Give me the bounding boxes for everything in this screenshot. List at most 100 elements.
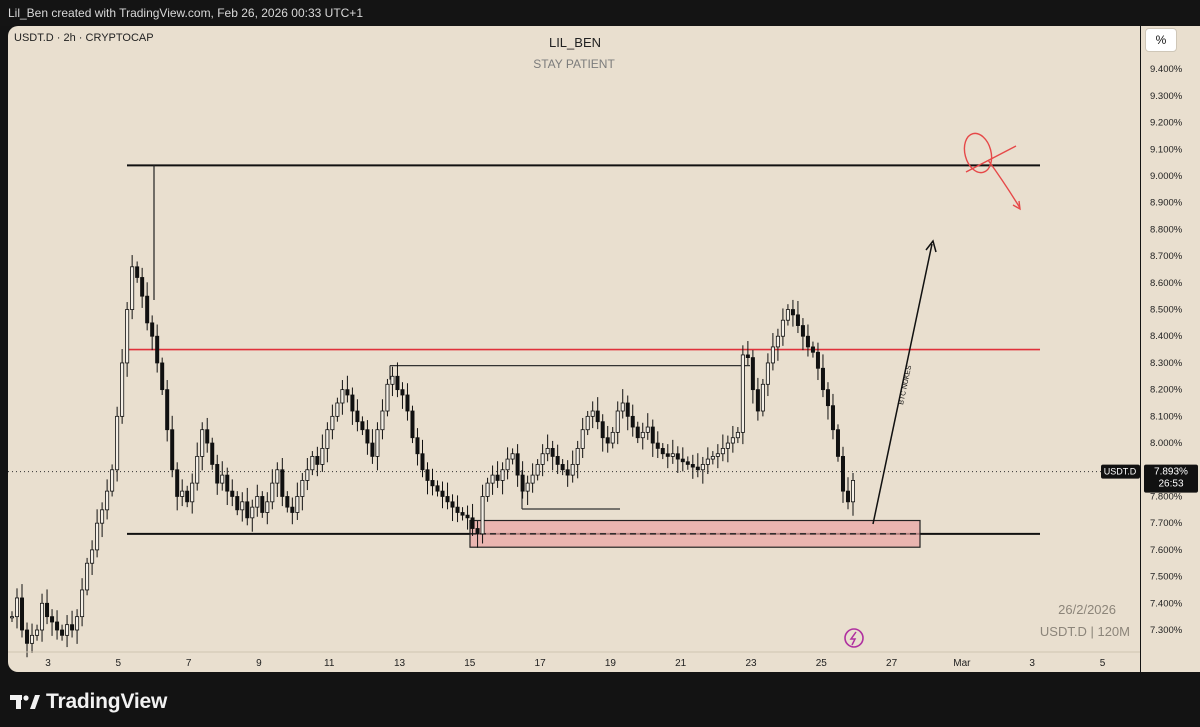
candle-body <box>350 394 355 412</box>
candle-body <box>725 442 730 449</box>
candle-body <box>460 512 465 516</box>
candle-body <box>75 616 80 631</box>
candle-body <box>150 322 155 337</box>
candle-body <box>530 474 535 484</box>
candle-body <box>60 629 65 636</box>
candle-body <box>95 522 100 551</box>
y-tick-label: 7.300% <box>1150 625 1183 636</box>
candle-body <box>120 362 125 417</box>
candle-body <box>695 466 700 471</box>
candle-body <box>505 458 510 471</box>
candle-body <box>265 501 270 513</box>
candle-body <box>25 629 30 644</box>
candle-body <box>550 447 555 457</box>
candle-body <box>295 496 300 513</box>
candle-body <box>380 410 385 431</box>
y-tick-label: 9.200% <box>1150 118 1183 129</box>
candle-body <box>540 453 545 465</box>
candle-body <box>635 426 640 439</box>
attribution-bar: Lil_Ben created with TradingView.com, Fe… <box>0 0 1200 26</box>
x-tick-label: 7 <box>186 658 192 669</box>
btc-nukes-arrow <box>872 243 933 525</box>
candle-body <box>640 431 645 439</box>
candle-body <box>30 634 35 644</box>
candle-body <box>160 362 165 391</box>
price-tag-symbol: USDT.D <box>1104 467 1137 477</box>
candle-body <box>245 501 250 519</box>
candle-body <box>560 464 565 471</box>
candle-body <box>250 506 255 519</box>
candle-body <box>545 447 550 455</box>
candle-body <box>830 405 835 431</box>
candle-body <box>755 389 760 412</box>
candle-body <box>715 453 720 457</box>
x-tick-label: 23 <box>745 658 757 669</box>
candle-body <box>585 415 590 431</box>
x-tick-label: 3 <box>1029 658 1035 669</box>
candle-body <box>575 447 580 465</box>
candle-body <box>435 485 440 492</box>
watermark-info: USDT.D | 120M <box>1040 624 1130 639</box>
candle-body <box>500 469 505 481</box>
x-tick-label: 19 <box>605 658 617 669</box>
x-tick-label: 15 <box>464 658 476 669</box>
tradingview-logo-text: TradingView <box>46 690 168 713</box>
candle-body <box>490 474 495 484</box>
price-axis[interactable] <box>1141 26 1200 672</box>
candle-body <box>630 415 635 428</box>
candle-body <box>85 562 90 591</box>
candle-body <box>535 464 540 476</box>
candle-body <box>820 367 825 391</box>
candle-body <box>450 501 455 508</box>
candle-body <box>470 517 475 529</box>
candle-body <box>140 277 145 297</box>
candle-body <box>555 456 560 465</box>
y-tick-label: 8.400% <box>1150 331 1183 342</box>
candle-body <box>745 354 750 359</box>
candle-body <box>170 429 175 471</box>
candle-body <box>580 429 585 449</box>
watermark-date: 26/2/2026 <box>1058 602 1116 617</box>
candle-body <box>645 426 650 433</box>
candle-body <box>15 597 20 618</box>
chart-title: LIL_BEN <box>549 35 601 50</box>
candle-body <box>590 410 595 417</box>
candle-body <box>665 453 670 457</box>
candle-body <box>685 461 690 465</box>
percent-scale-button[interactable]: % <box>1145 28 1177 52</box>
candle-body <box>595 410 600 423</box>
y-tick-label: 7.800% <box>1150 491 1183 502</box>
candle-body <box>670 453 675 457</box>
candle-body <box>390 375 395 385</box>
x-tick-label: 21 <box>675 658 687 669</box>
red-down-arrow <box>987 159 1021 209</box>
candle-body <box>200 429 205 457</box>
y-tick-label: 7.400% <box>1150 598 1183 609</box>
red-cross-line <box>965 145 1017 173</box>
btc-nukes-arrowhead <box>925 239 937 253</box>
candle-body <box>205 429 210 444</box>
tradingview-logo[interactable]: TradingView <box>10 690 167 714</box>
candle-body <box>285 496 290 508</box>
candle-body <box>385 383 390 412</box>
x-tick-label: Mar <box>953 658 971 669</box>
candle-body <box>810 346 815 353</box>
y-tick-label: 9.400% <box>1150 64 1183 75</box>
candle-body <box>650 426 655 444</box>
x-tick-label: 5 <box>1100 658 1106 669</box>
symbol-label[interactable]: USDT.D · 2h · CRYPTOCAP <box>14 32 154 44</box>
candle-body <box>35 629 40 636</box>
candle-body <box>105 490 110 511</box>
replay-icon[interactable] <box>844 628 864 648</box>
candle-body <box>615 410 620 433</box>
candle-body <box>230 490 235 497</box>
candle-body <box>165 389 170 431</box>
candle-body <box>600 421 605 439</box>
candle-body <box>765 362 770 385</box>
candle-body <box>775 335 780 348</box>
candle-body <box>525 482 530 492</box>
x-tick-label: 9 <box>256 658 262 669</box>
candle-body <box>710 456 715 460</box>
candle-body <box>515 453 520 476</box>
